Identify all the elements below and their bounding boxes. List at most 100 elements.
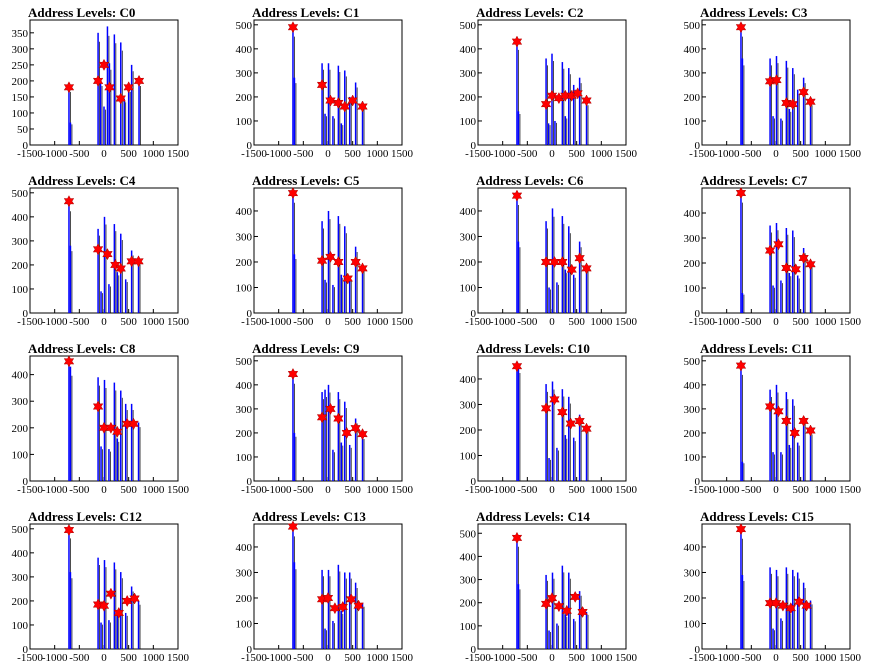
level-marker (115, 262, 127, 275)
level-marker (63, 355, 75, 368)
x-tick-label: 500 (568, 484, 585, 496)
panel-title: Address Levels: C3 (700, 5, 808, 20)
y-tick-label: 500 (684, 20, 701, 32)
y-tick-label: 100 (12, 620, 29, 632)
level-marker (345, 593, 357, 606)
x-tick-label: 500 (568, 148, 585, 160)
chart-svg: 0 100 200 300 400 -1500-1000 -500 0 500 1000 1500 (460, 355, 638, 496)
y-tick-label: 200 (460, 425, 477, 437)
level-marker (574, 252, 585, 265)
y-tick-label: 0 (247, 476, 253, 488)
level-marker (341, 426, 352, 439)
chart-panel: 0 50 100 150 200 250 300 350 -1500 -1000 -500 0 500 1… (0, 0, 224, 168)
level-marker (764, 400, 776, 413)
level-marker (798, 251, 809, 265)
chart-panel: 0 100 200 300 400 -1500 -1000 -500 0 500 1000 1500 A… (0, 336, 224, 504)
y-tick-label: 300 (684, 68, 701, 80)
y-tick-label: 100 (684, 116, 701, 128)
level-marker (105, 421, 117, 434)
x-tick-label: -1500 (689, 484, 715, 496)
level-marker (350, 255, 361, 269)
y-tick-label: 150 (12, 92, 29, 104)
y-tick-label: 500 (460, 20, 477, 32)
x-tick-label: 500 (344, 316, 361, 328)
x-tick-label: 500 (792, 316, 809, 328)
level-marker (98, 421, 110, 434)
level-marker (553, 600, 565, 613)
y-tick-label: 400 (460, 206, 477, 218)
level-marker (735, 359, 747, 372)
x-tick-label: 1000 (814, 652, 837, 664)
y-tick-label: 100 (684, 452, 701, 464)
x-tick-label: 1000 (814, 148, 837, 160)
level-marker (325, 94, 336, 107)
y-tick-label: 300 (460, 399, 477, 411)
x-tick-label: 1000 (590, 652, 613, 664)
chart-svg: 0 100 200 300 400 500 -1500-1000 -500 0 500 1000 15… (236, 19, 414, 160)
y-tick-label: 300 (684, 404, 701, 416)
x-tick-label: -1000 (714, 316, 740, 328)
level-marker (540, 255, 552, 269)
level-marker (325, 402, 336, 415)
x-tick-label: 0 (325, 484, 331, 496)
x-tick-label: 0 (549, 484, 555, 496)
level-marker (105, 587, 117, 600)
x-tick-label: 0 (549, 652, 555, 664)
x-tick-label: -1000 (266, 148, 292, 160)
level-marker (770, 597, 782, 610)
y-tick-label: 300 (236, 567, 253, 579)
x-tick-label: -1500 (241, 484, 267, 496)
y-tick-label: 0 (695, 644, 701, 656)
panel-title: Address Levels: C0 (28, 5, 136, 20)
x-tick-label: 500 (344, 148, 361, 160)
level-marker (112, 425, 123, 438)
level-marker (511, 531, 523, 544)
y-tick-label: 0 (471, 644, 477, 656)
panel-title: Address Levels: C15 (700, 509, 814, 524)
level-marker (347, 94, 358, 107)
level-marker (287, 21, 299, 34)
y-tick-label: 0 (695, 140, 701, 152)
level-marker (98, 599, 110, 612)
x-tick-label: -1500 (17, 652, 43, 664)
x-tick-label: 500 (120, 148, 137, 160)
chart-svg: 0 100 200 300 400 500 -1500-1000 -500 0 500 1000 15… (684, 355, 862, 496)
y-tick-label: 100 (12, 449, 29, 461)
y-tick-label: 0 (471, 308, 477, 320)
level-marker (781, 96, 792, 109)
x-tick-label: 1000 (142, 148, 165, 160)
y-tick-label: 200 (684, 428, 701, 440)
x-tick-label: -1000 (490, 316, 516, 328)
level-marker (110, 258, 121, 271)
y-tick-label: 500 (460, 528, 477, 540)
level-marker (102, 248, 113, 261)
y-tick-label: 100 (236, 452, 253, 464)
y-tick-label: 0 (247, 308, 253, 320)
level-marker (805, 95, 816, 108)
x-tick-label: 1000 (366, 316, 389, 328)
y-tick-label: 300 (236, 231, 253, 243)
x-tick-label: 500 (792, 484, 809, 496)
y-tick-label: 100 (236, 116, 253, 128)
level-marker (574, 415, 585, 428)
chart-panel: 0 100 200 300 400 500 -1500 -1000 -500 0 500 1000 15… (448, 0, 672, 168)
level-marker (63, 195, 75, 208)
level-marker (287, 520, 299, 533)
x-tick-label: -500 (741, 484, 762, 496)
x-tick-label: 1000 (366, 148, 389, 160)
x-tick-label: -1500 (17, 484, 43, 496)
x-tick-label: -1500 (465, 148, 491, 160)
level-marker (789, 426, 800, 439)
x-tick-label: 0 (773, 652, 779, 664)
y-tick-label: 400 (236, 380, 253, 392)
x-tick-label: 1500 (839, 484, 862, 496)
panel-title: Address Levels: C12 (28, 509, 142, 524)
level-marker (126, 255, 137, 268)
chart-svg: 0 100 200 300 400 500 -1500-1000 -500 0 500 1000 15… (12, 523, 190, 664)
panel-title: Address Levels: C6 (476, 173, 584, 188)
x-tick-label: 1500 (391, 148, 414, 160)
x-tick-label: 0 (325, 316, 331, 328)
chart-svg: 0 100 200 300 400 -1500-1000 -500 0 500 1000 1500 (684, 523, 862, 664)
chart-panel: 0 100 200 300 400 500 -1500 -1000 -500 0 500 1000 15… (0, 168, 224, 336)
y-tick-label: 500 (236, 356, 253, 368)
